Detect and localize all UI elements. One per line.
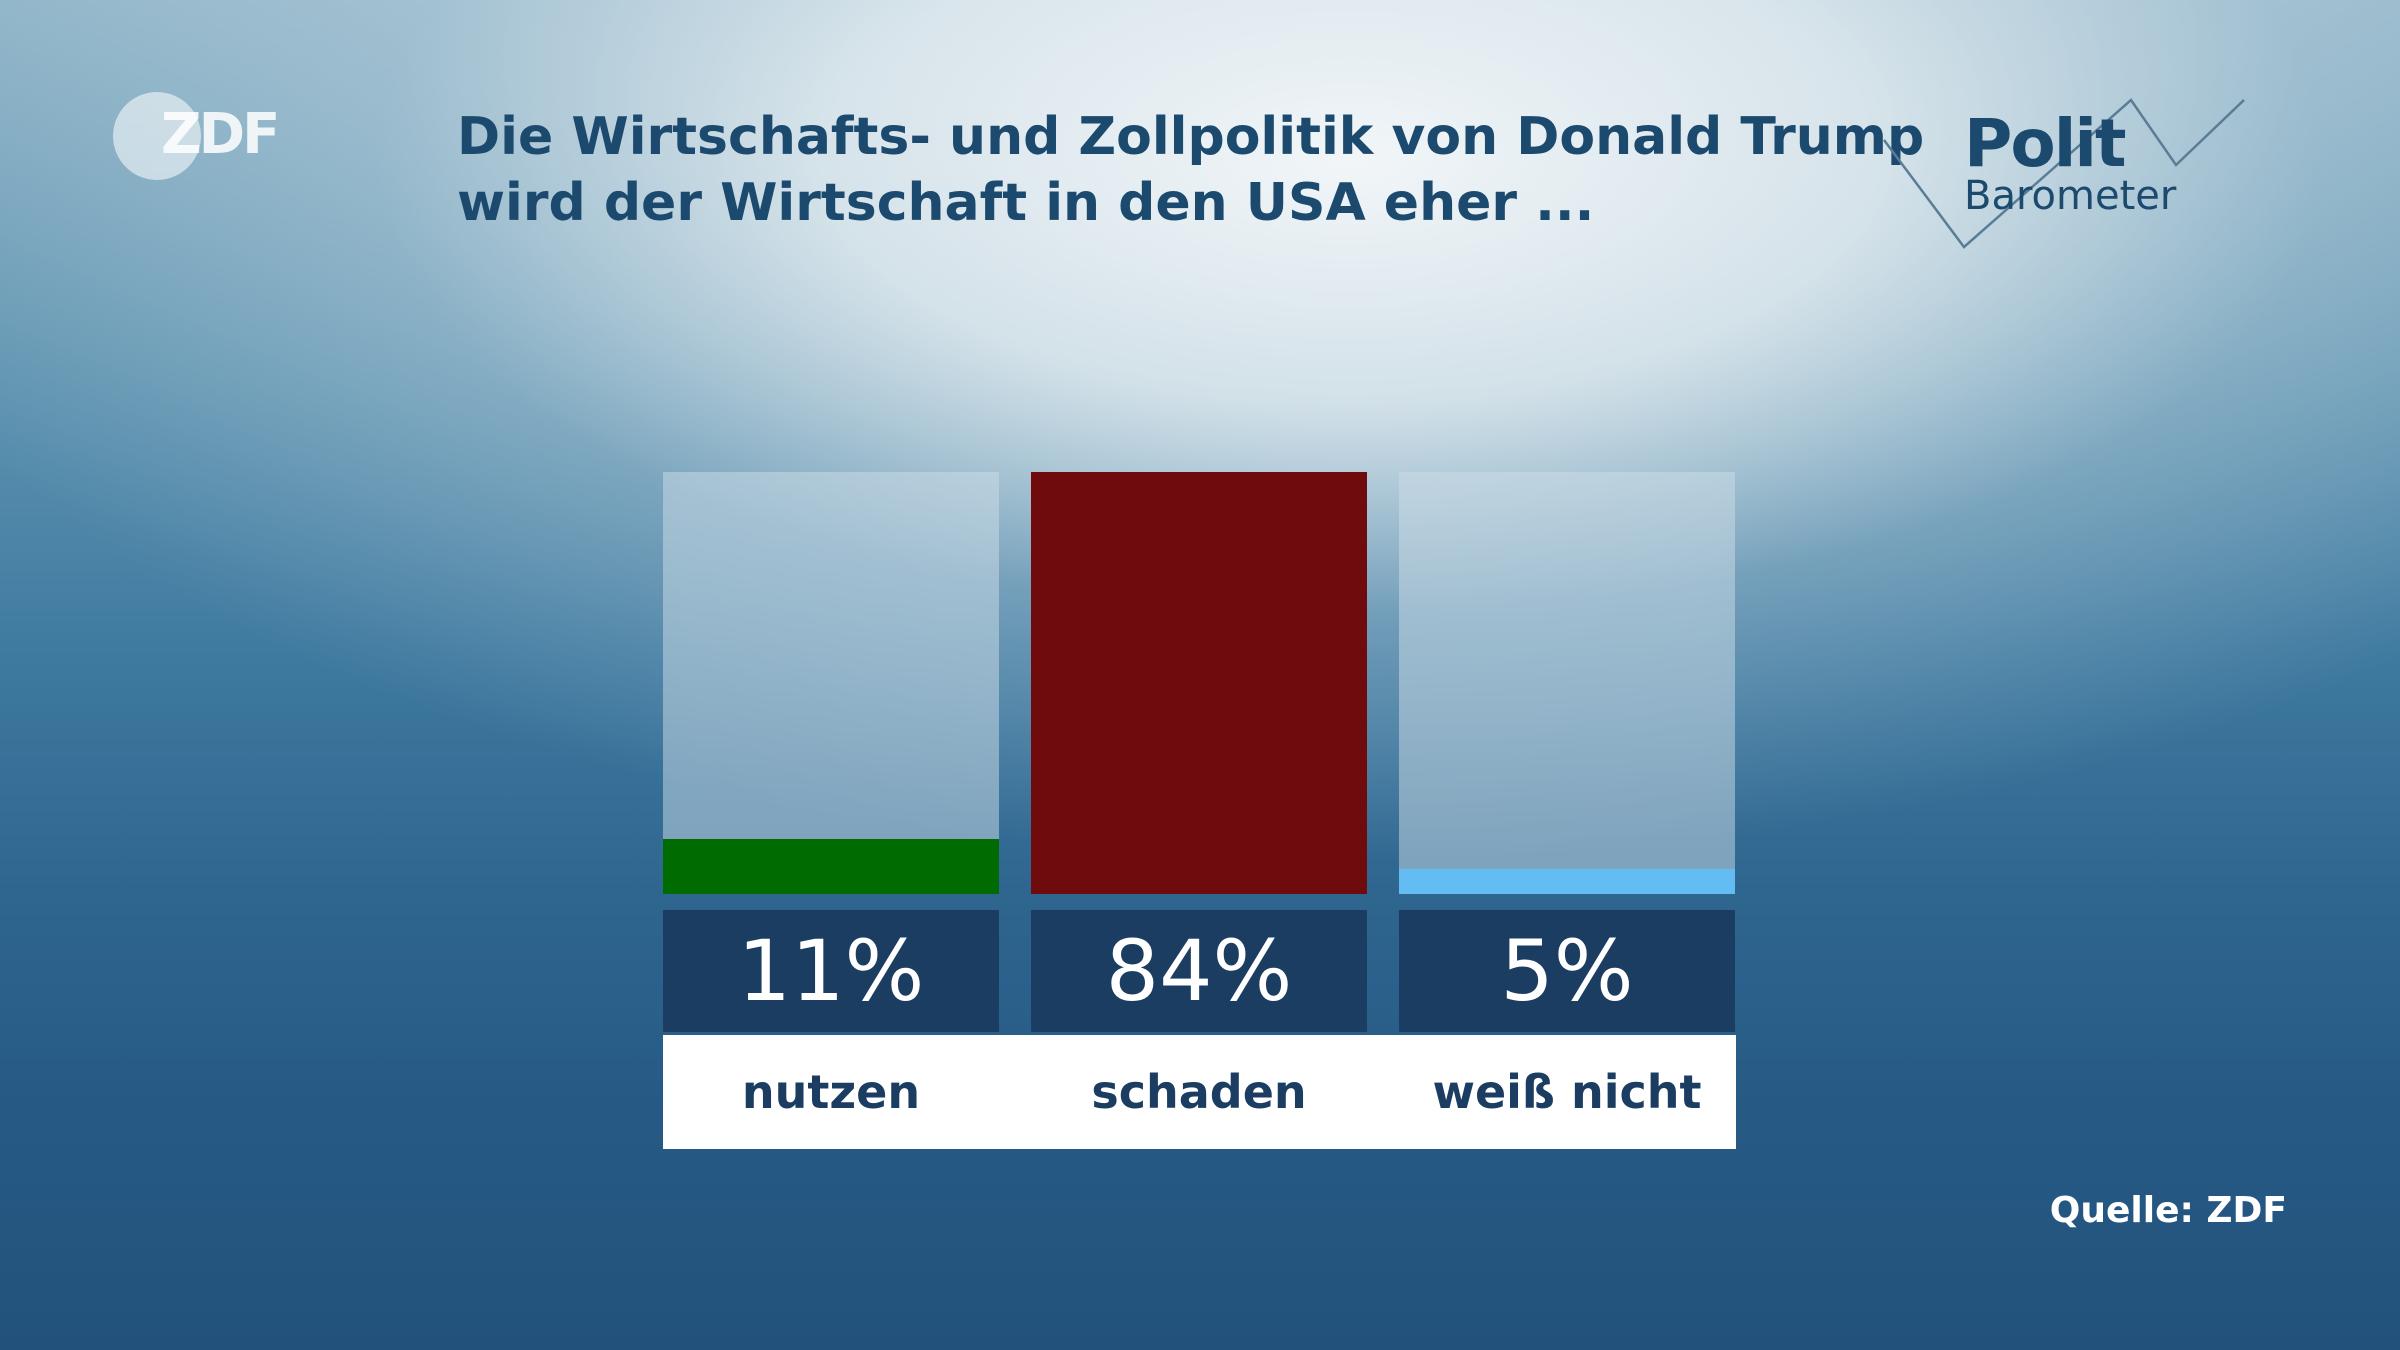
value-label-weiss-nicht: 5% [1399, 910, 1735, 1032]
bar-schaden [1031, 472, 1367, 894]
chart-title-line-1: Die Wirtschafts- und Zollpolitik von Don… [457, 107, 1925, 167]
chart-title: Die Wirtschafts- und Zollpolitik von Don… [457, 104, 1925, 236]
bar-track [663, 472, 999, 894]
politbarometer-logo: Polit Barometer [1876, 95, 2256, 260]
bar-track [1399, 472, 1735, 894]
value-label-nutzen: 11% [663, 910, 999, 1032]
category-label-box: nutzen schaden weiß nicht [663, 1035, 1736, 1149]
category-label-weiss-nicht: weiß nicht [1432, 1065, 1702, 1119]
politbarometer-barometer-text: Barometer [1964, 173, 2177, 219]
zdf-logo-text: ZDF [161, 102, 280, 167]
bar-nutzen [663, 839, 999, 894]
value-label-schaden: 84% [1031, 910, 1367, 1032]
chart-title-line-2: wird der Wirtschaft in den USA eher ... [457, 173, 1595, 233]
bar-track [1031, 472, 1367, 894]
bar-weiss-nicht [1399, 869, 1735, 894]
category-label-nutzen: nutzen [741, 1065, 921, 1119]
politbarometer-zigzag-icon [1882, 98, 2245, 249]
zdf-logo-circle [113, 92, 201, 180]
politbarometer-polit-text: Polit [1964, 105, 2127, 182]
zdf-logo: ZDF [113, 92, 280, 182]
category-label-schaden: schaden [1091, 1065, 1307, 1119]
source-note: Quelle: ZDF [2049, 1190, 2287, 1231]
